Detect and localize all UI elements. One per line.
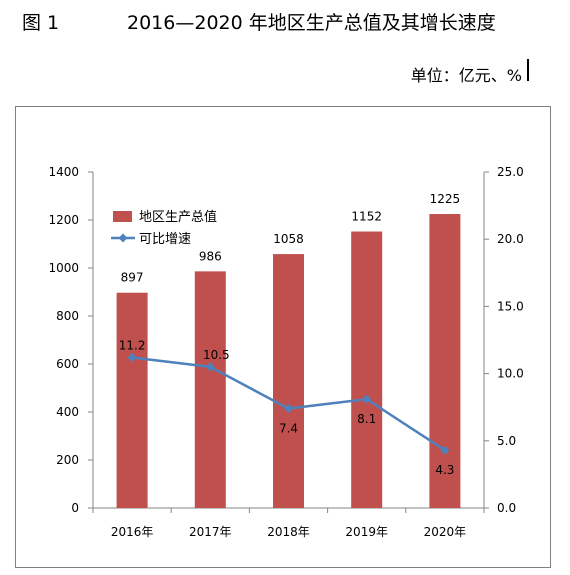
- gdp-bar: [429, 214, 461, 508]
- legend-swatch-growth-marker: [118, 233, 128, 243]
- chart-title: 2016—2020 年地区生产总值及其增长速度: [127, 12, 496, 34]
- left-tick-label: 1200: [48, 213, 79, 227]
- growth-point-label: 7.4: [279, 422, 298, 436]
- left-tick-label: 400: [56, 405, 79, 419]
- left-tick-label: 1000: [48, 261, 79, 275]
- x-tick-label: 2018年: [267, 525, 310, 539]
- gdp-bar: [273, 254, 304, 508]
- growth-point-label: 4.3: [435, 463, 454, 477]
- growth-point-label: 11.2: [119, 338, 146, 352]
- growth-point: [127, 352, 137, 362]
- growth-point: [440, 445, 450, 455]
- left-tick-label: 0: [71, 501, 79, 515]
- bar-series: [116, 214, 461, 508]
- figure-label: 图 1: [22, 12, 60, 34]
- line-series: [127, 352, 450, 455]
- gdp-bar-label: 1058: [273, 232, 304, 246]
- x-tick-label: 2016年: [111, 525, 154, 539]
- left-tick-label: 1400: [48, 165, 79, 179]
- growth-point-label: 8.1: [357, 412, 376, 426]
- right-tick-label: 20.0: [497, 232, 524, 246]
- x-tick-label: 2020年: [424, 525, 467, 539]
- growth-point-label: 10.5: [203, 348, 230, 362]
- right-tick-label: 15.0: [497, 299, 524, 313]
- left-tick-label: 600: [56, 357, 79, 371]
- axes: 0 200 400 600 800 1000 1200 1400 0.0 5.0 10.0 15.0 2…: [48, 165, 523, 539]
- left-tick-label: 800: [56, 309, 79, 323]
- gdp-bar: [351, 231, 383, 508]
- legend-label-gdp: 地区生产总值: [139, 209, 217, 225]
- growth-point: [205, 362, 215, 372]
- gdp-bar: [194, 271, 226, 508]
- growth-point: [284, 404, 293, 414]
- x-tick-label: 2019年: [345, 525, 388, 539]
- legend-swatch-gdp: [113, 211, 132, 222]
- gdp-bar-label: 897: [121, 271, 144, 285]
- gdp-bar-label: 1152: [351, 210, 382, 224]
- gdp-bar: [116, 292, 148, 508]
- unit-label: 单位：亿元、%: [410, 66, 522, 85]
- growth-point: [362, 394, 372, 404]
- data-labels: 897 986 1058 1152 1225 11.2 10.5 7.4 8.1 4.3: [119, 192, 460, 477]
- right-tick-label: 10.0: [497, 367, 524, 381]
- right-tick-label: 25.0: [497, 165, 524, 179]
- chart-frame: [15, 106, 551, 568]
- right-tick-label: 0.0: [497, 501, 516, 515]
- legend-label-growth: 可比增速: [139, 232, 191, 247]
- right-tick-label: 5.0: [497, 434, 516, 448]
- x-tick-label: 2017年: [189, 525, 232, 539]
- gdp-bar-label: 986: [199, 249, 222, 263]
- gdp-bar-label: 1225: [430, 192, 461, 206]
- left-tick-label: 200: [56, 453, 79, 467]
- text-caret: [527, 59, 529, 81]
